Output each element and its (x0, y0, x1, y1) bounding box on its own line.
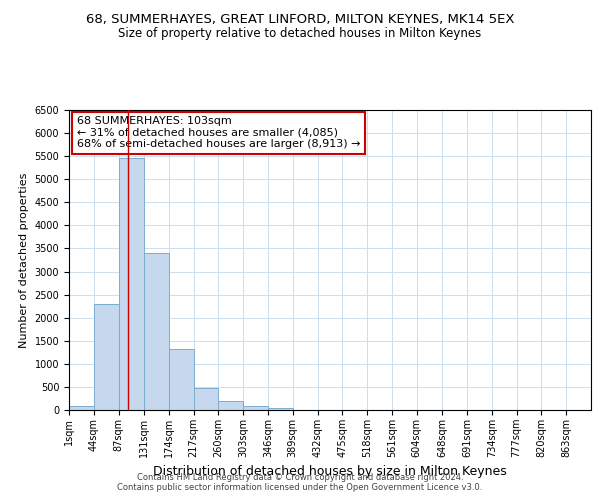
Bar (243, 406, 268, 410)
Text: Size of property relative to detached houses in Milton Keynes: Size of property relative to detached ho… (118, 28, 482, 40)
Text: Contains HM Land Registry data © Crown copyright and database right 2024.
Contai: Contains HM Land Registry data © Crown c… (118, 473, 482, 492)
Bar (169, 349, 194, 410)
Bar (69, 406, 94, 410)
Bar (194, 388, 218, 410)
Bar (268, 408, 293, 410)
Bar (144, 253, 169, 410)
Bar (119, 158, 144, 410)
Text: 68 SUMMERHAYES: 103sqm
← 31% of detached houses are smaller (4,085)
68% of semi-: 68 SUMMERHAYES: 103sqm ← 31% of detached… (77, 116, 361, 149)
Text: 68, SUMMERHAYES, GREAT LINFORD, MILTON KEYNES, MK14 5EX: 68, SUMMERHAYES, GREAT LINFORD, MILTON K… (86, 12, 514, 26)
Y-axis label: Number of detached properties: Number of detached properties (19, 172, 29, 348)
Bar (218, 401, 243, 410)
Bar (94, 304, 119, 410)
X-axis label: Distribution of detached houses by size in Milton Keynes: Distribution of detached houses by size … (153, 466, 507, 478)
